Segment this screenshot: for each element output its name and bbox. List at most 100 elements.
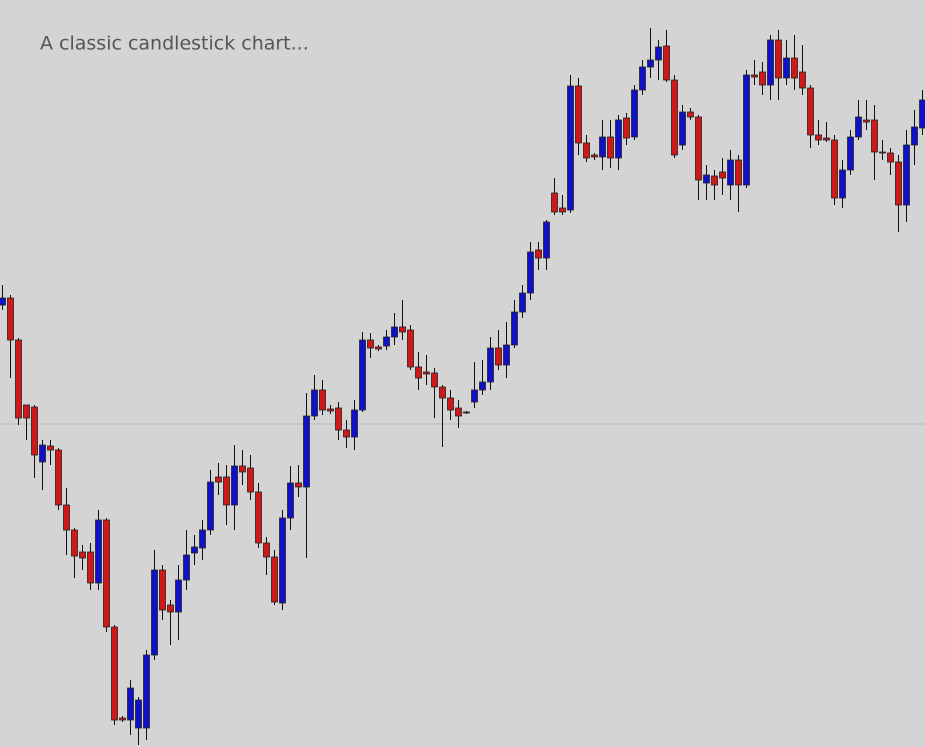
candle-body <box>151 569 158 656</box>
candle-body <box>583 142 590 159</box>
candle-body <box>783 57 790 79</box>
candle-body <box>311 389 318 417</box>
candle-body <box>239 465 246 473</box>
candle-body <box>191 546 198 554</box>
candle-body <box>231 465 238 506</box>
candle-body <box>639 66 646 91</box>
candle-body <box>295 482 302 488</box>
candle-body <box>759 71 766 86</box>
candle-body <box>711 175 718 186</box>
candle-body <box>55 449 62 506</box>
candle-body <box>455 407 462 417</box>
candle-body <box>543 221 550 259</box>
candle-body <box>119 717 126 721</box>
candle-body <box>183 554 190 581</box>
candle-body <box>511 311 518 346</box>
candles <box>0 28 925 745</box>
candle-body <box>383 336 390 347</box>
candle-body <box>143 654 150 729</box>
candle-body <box>287 482 294 519</box>
candle-body <box>919 99 925 129</box>
candle-body <box>415 366 422 379</box>
chart-title: A classic candlestick chart... <box>40 33 309 55</box>
candle-body <box>407 329 414 368</box>
candle-body <box>607 136 614 159</box>
candle-body <box>447 397 454 411</box>
candle-body <box>687 111 694 118</box>
candle-body <box>599 136 606 158</box>
candle-body <box>727 159 734 186</box>
candle-body <box>831 139 838 199</box>
candle-body <box>519 292 526 313</box>
candle-body <box>751 74 758 78</box>
candle-body <box>591 154 598 158</box>
candle-body <box>871 119 878 153</box>
candle-body <box>135 699 142 729</box>
candle-body <box>807 87 814 136</box>
candle-body <box>95 519 102 584</box>
candle-body <box>87 551 94 584</box>
candle-body <box>567 85 574 211</box>
candle-body <box>695 116 702 181</box>
candle-body <box>471 389 478 403</box>
candle-body <box>351 409 358 438</box>
candle-body <box>903 144 910 206</box>
candle-body <box>31 406 38 456</box>
candle-body <box>255 491 262 544</box>
candle-body <box>71 529 78 557</box>
candle-body <box>799 71 806 89</box>
candle-body <box>823 137 830 141</box>
candle-body <box>895 161 902 206</box>
candle-body <box>559 207 566 213</box>
candle-body <box>391 326 398 338</box>
candle-body <box>671 79 678 156</box>
candle-body <box>167 604 174 613</box>
candle-body <box>839 169 846 199</box>
candle-body <box>655 46 662 61</box>
candle-body <box>327 408 334 412</box>
candle-body <box>463 411 470 414</box>
candle-body <box>15 339 22 419</box>
candle-body <box>335 407 342 431</box>
candle-body <box>623 117 630 139</box>
candle-body <box>847 136 854 171</box>
candle-body <box>159 569 166 611</box>
candle-body <box>199 529 206 549</box>
candle-body <box>855 116 862 138</box>
candle-body <box>487 347 494 383</box>
candle-body <box>775 39 782 79</box>
candle-body <box>703 174 710 184</box>
candle-body <box>79 551 86 559</box>
candle-body <box>175 579 182 613</box>
candle-body <box>359 339 366 411</box>
candle-body <box>263 542 270 558</box>
candle-body <box>887 152 894 163</box>
candle-body <box>0 297 6 306</box>
candle-body <box>367 339 374 349</box>
candle-body <box>23 404 30 419</box>
candle-body <box>911 126 918 146</box>
candle-body <box>767 39 774 86</box>
candle-body <box>423 371 430 375</box>
candle-body <box>575 85 582 144</box>
candle-body <box>399 326 406 333</box>
candle-body <box>39 444 46 463</box>
candle-body <box>103 519 110 628</box>
candle-body <box>479 381 486 391</box>
candle-body <box>223 476 230 506</box>
candle-body <box>303 415 310 488</box>
candle-body <box>503 344 510 366</box>
candle-body <box>495 347 502 366</box>
candle-body <box>279 517 286 604</box>
candle-body <box>679 111 686 146</box>
candle-body <box>215 476 222 483</box>
candle-body <box>343 429 350 438</box>
candle-body <box>207 481 214 531</box>
candle-body <box>47 445 54 451</box>
candle-body <box>271 556 278 603</box>
candle-body <box>663 45 670 81</box>
candle-body <box>863 119 870 123</box>
candle-body <box>647 59 654 68</box>
